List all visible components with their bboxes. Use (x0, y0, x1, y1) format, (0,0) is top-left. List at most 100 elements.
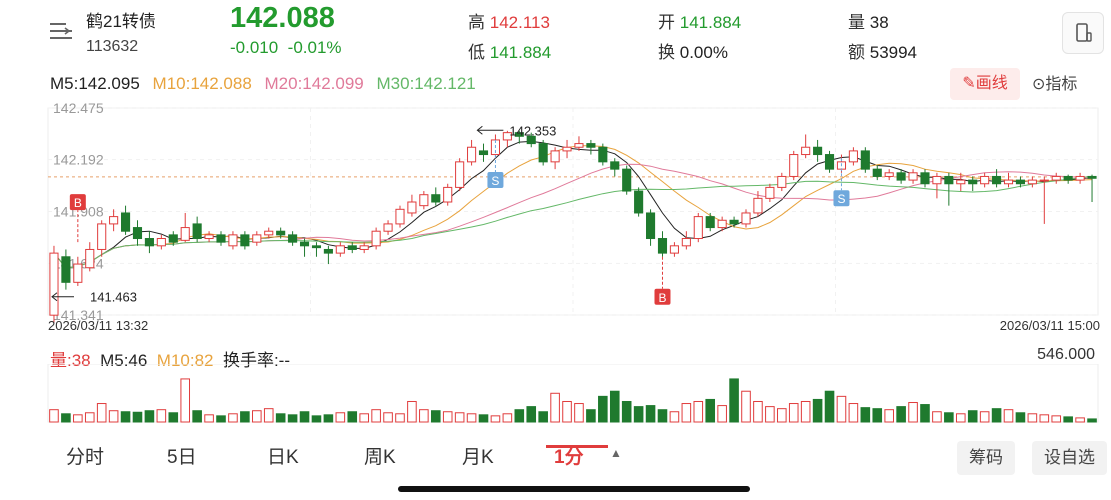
candle (741, 212, 751, 225)
active-tab-indicator (546, 445, 608, 448)
tab-week-k[interactable]: 周K (364, 447, 396, 468)
tab-month-k[interactable]: 月K (462, 447, 494, 468)
indicator-button[interactable]: ⊙指标 (1032, 76, 1078, 93)
menu-icon[interactable] (48, 20, 74, 42)
candle (729, 219, 739, 225)
tab-timeshare[interactable]: 分时 (66, 447, 105, 468)
candle (992, 175, 1002, 185)
candle (1063, 175, 1073, 181)
volume-bar (705, 398, 716, 423)
candle (932, 175, 942, 185)
volume-bar (657, 409, 668, 423)
volume-bar (598, 395, 608, 423)
volume-bar (275, 413, 286, 423)
chips-button[interactable]: 筹码 (957, 441, 1015, 475)
period-tabs: 分时 5日 日K 周K 月K 1分 ▲ (0, 432, 1111, 478)
candle (634, 190, 644, 214)
volume-bar (955, 413, 966, 423)
candle (526, 135, 536, 145)
high-label: 高 (468, 13, 485, 32)
candle (192, 223, 202, 240)
candle (586, 143, 596, 148)
volume-bar (824, 390, 835, 423)
candle (598, 146, 608, 163)
caret-up-icon[interactable]: ▲ (610, 446, 622, 460)
low-marker-label: 141.463 (90, 290, 137, 305)
candle (705, 216, 715, 229)
volume-bar (550, 392, 560, 423)
volume-bar (884, 409, 894, 423)
turnover-value: 0.00% (679, 43, 728, 62)
volume-bar (991, 408, 1002, 423)
y-tick-label: 142.192 (53, 152, 104, 168)
change-value: -0.010 (230, 38, 279, 57)
candle (395, 208, 405, 225)
volume-bar (442, 411, 453, 423)
low-value: 141.884 (489, 43, 552, 62)
volume-bar (514, 409, 525, 423)
volume-value: 38 (869, 13, 889, 32)
candle (646, 212, 656, 240)
candle (693, 216, 703, 240)
volume-bar (609, 390, 620, 423)
tab-day-k[interactable]: 日K (267, 447, 299, 468)
open-value: 141.884 (679, 13, 742, 32)
candle (371, 230, 381, 247)
candle (896, 172, 906, 181)
volume-bar (73, 414, 83, 423)
volume-bar (383, 412, 393, 423)
volume-bar (979, 411, 990, 423)
volume-chart[interactable] (0, 364, 1111, 426)
current-price: 142.088 (230, 2, 335, 34)
candle (801, 146, 811, 156)
home-indicator (398, 486, 750, 492)
amount-label: 额 (848, 43, 865, 62)
volume-bar (1039, 414, 1050, 423)
ma30-label: M30:142.121 (376, 74, 476, 93)
candle (431, 194, 441, 203)
volume-legend: 量:38 M5:46 M10:82 换手率:-- (50, 346, 290, 371)
high-value: 142.113 (489, 13, 550, 32)
volume-bar (287, 414, 298, 423)
volume-bar (454, 412, 465, 423)
candle (1075, 175, 1085, 181)
volume-bar (120, 411, 131, 423)
low-stat: 低 141.884 (468, 38, 551, 63)
volume-bar (1075, 417, 1085, 423)
volume-bar (681, 403, 692, 423)
candle (73, 263, 83, 283)
volume-bar (574, 403, 584, 423)
candle (97, 223, 107, 250)
candle (240, 234, 250, 247)
candle (61, 256, 71, 283)
volume-bar (836, 395, 847, 423)
add-watchlist-button[interactable]: 设自选 (1032, 441, 1107, 475)
candle (419, 194, 429, 207)
tab-5day[interactable]: 5日 (167, 447, 197, 468)
volume-bar (645, 405, 656, 423)
candle (765, 186, 775, 199)
candle (276, 230, 286, 236)
volume-bar (1003, 409, 1014, 423)
candle (1015, 179, 1025, 185)
landscape-button[interactable] (1062, 12, 1104, 54)
candle (204, 234, 214, 240)
volume-current: 量:38 (50, 351, 91, 370)
y-tick-label: 141.341 (53, 307, 104, 323)
ma30-line (53, 175, 1093, 269)
draw-line-button[interactable]: ✎画线 (950, 68, 1020, 100)
candle (657, 238, 668, 254)
volume-stat: 量 38 (848, 8, 889, 33)
candle (85, 248, 95, 269)
volume-bar (1087, 418, 1097, 423)
candle (168, 234, 178, 243)
volume-bar (896, 406, 906, 423)
volume-ma10: M10:82 (156, 351, 214, 370)
ma-legend: M5:142.095 M10:142.088 M20:142.099 M30:1… (50, 74, 484, 94)
price-change: -0.010 -0.01% (230, 38, 342, 58)
candle (216, 234, 226, 243)
candle (407, 201, 417, 214)
candle (789, 154, 799, 177)
tab-1min[interactable]: 1分 (554, 447, 584, 468)
